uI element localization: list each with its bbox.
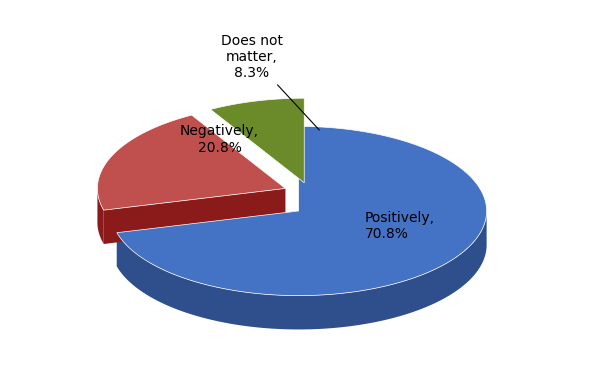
PathPatch shape bbox=[117, 211, 299, 267]
PathPatch shape bbox=[117, 211, 487, 330]
PathPatch shape bbox=[97, 187, 103, 244]
Text: Positively,
70.8%: Positively, 70.8% bbox=[365, 211, 434, 241]
Text: Does not
matter,
8.3%: Does not matter, 8.3% bbox=[221, 34, 319, 130]
PathPatch shape bbox=[103, 189, 285, 244]
PathPatch shape bbox=[211, 98, 304, 183]
PathPatch shape bbox=[117, 126, 487, 296]
Text: Negatively,
20.8%: Negatively, 20.8% bbox=[180, 124, 259, 154]
PathPatch shape bbox=[97, 115, 285, 210]
